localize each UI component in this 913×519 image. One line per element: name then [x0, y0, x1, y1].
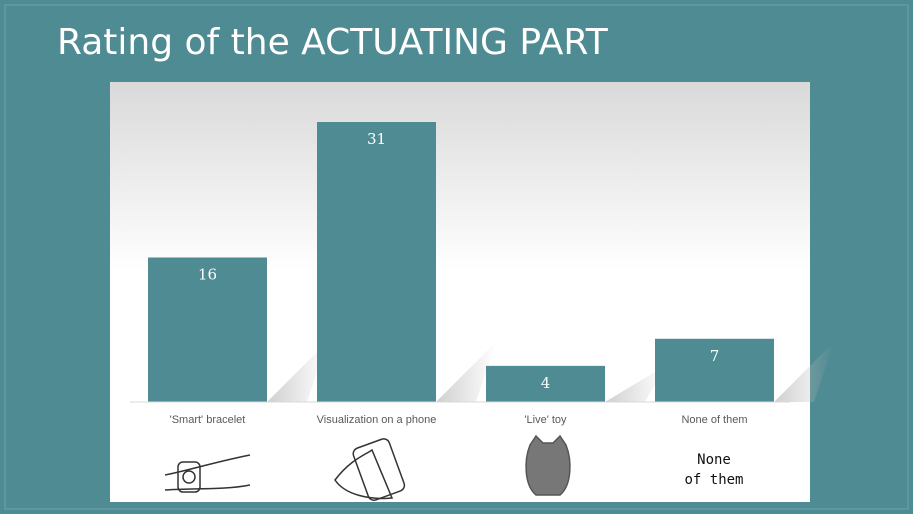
hand-icon: [334, 448, 394, 500]
phone-icon: [352, 438, 406, 501]
bar: [317, 122, 436, 402]
bar-shadow: [605, 365, 665, 402]
slide-title: Rating of the ACTUATING PART: [57, 22, 609, 63]
data-label: 16: [198, 265, 217, 283]
x-tick-label: Visualization on a phone: [317, 414, 437, 426]
data-label: 7: [710, 347, 720, 365]
bar-shadow: [267, 342, 327, 402]
bar: [655, 338, 774, 402]
watch-face: [182, 470, 196, 484]
x-tick-label: 'Live' toy: [524, 414, 567, 426]
frame: [4, 4, 909, 510]
x-tick-label: 'Smart' bracelet: [170, 414, 246, 426]
icons: [164, 434, 571, 501]
watch-icon: [177, 461, 201, 493]
icon-text: None: [697, 452, 731, 468]
toy-icon: [525, 434, 571, 496]
bar-shadow: [774, 342, 834, 402]
bar: [486, 365, 605, 402]
bar-shadow: [436, 342, 496, 402]
data-label: 31: [367, 130, 386, 148]
icon-text: of them: [684, 472, 743, 488]
bar: [148, 257, 267, 402]
data-label: 4: [541, 374, 551, 392]
wrist-icon: [164, 454, 251, 491]
x-tick-label: None of them: [681, 414, 747, 426]
